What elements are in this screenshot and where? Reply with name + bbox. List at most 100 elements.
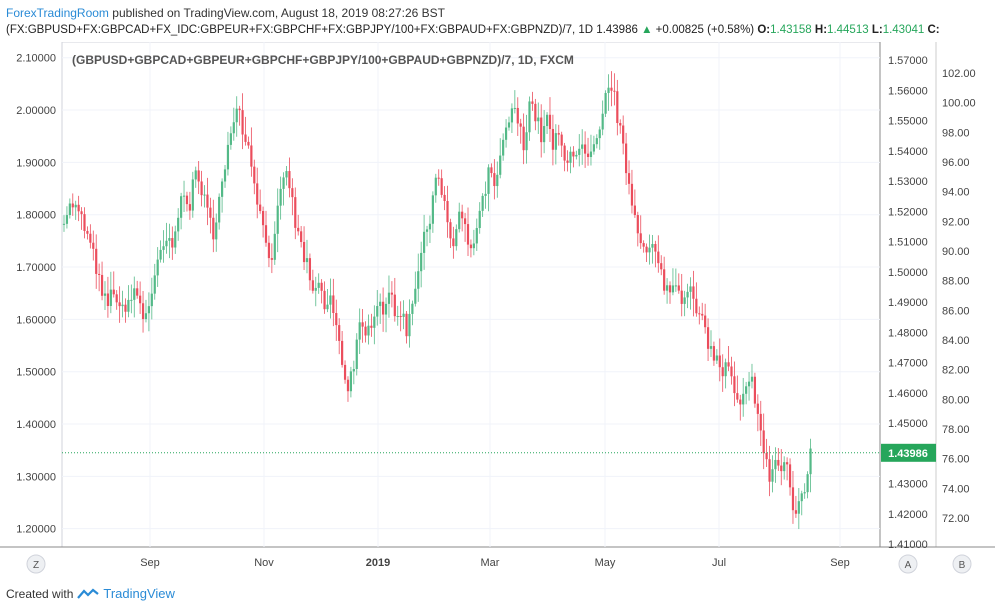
candles <box>62 71 812 530</box>
candle-body <box>736 393 739 400</box>
left-tick-label: 1.80000 <box>16 210 56 222</box>
a-button[interactable] <box>898 554 918 574</box>
candle-body <box>194 170 197 180</box>
candle-body <box>329 295 332 305</box>
price-chart[interactable]: 2.10000 2.00000 1.90000 1.80000 1.70000 1.600… <box>0 41 995 577</box>
candle-body <box>534 103 537 122</box>
candle-body <box>68 203 71 216</box>
candle-body <box>112 289 115 295</box>
candle-body <box>399 316 402 318</box>
left-tick-label: 1.40000 <box>16 419 56 431</box>
symbol-name[interactable]: (FX:GBPUSD+FX:GBPCAD+FX_IDC:GBPEUR+FX:GB… <box>6 24 594 36</box>
candle-body <box>806 474 809 493</box>
candle-body <box>642 243 645 247</box>
candle-body <box>358 322 361 340</box>
candle-body <box>352 369 355 372</box>
candle-body <box>74 204 77 208</box>
candle-body <box>115 294 118 303</box>
a-button-label[interactable]: A <box>905 560 912 571</box>
candle-body <box>449 222 452 239</box>
candle-body <box>683 297 686 304</box>
right2-tick-label: 86.00 <box>942 305 970 317</box>
right2-tick-label: 102.00 <box>942 68 976 80</box>
candle-body <box>695 298 698 314</box>
candle-body <box>291 188 294 198</box>
candle-body <box>147 306 151 314</box>
candle-body <box>566 160 569 163</box>
candle-body <box>177 217 180 232</box>
candle-body <box>86 230 89 234</box>
candle-body <box>153 275 156 294</box>
right2-tick-label: 78.00 <box>942 424 970 436</box>
candle-body <box>188 204 191 211</box>
candle-body <box>370 325 373 328</box>
candle-body <box>788 464 792 488</box>
candle-body <box>496 174 499 187</box>
candle-body <box>382 301 385 315</box>
right2-tick-label: 88.00 <box>942 276 970 288</box>
candle-body <box>95 248 98 274</box>
candle-body <box>349 371 353 392</box>
candle-body <box>434 177 437 196</box>
z-button-label[interactable]: Z <box>33 560 39 571</box>
candle-body <box>220 181 224 197</box>
candle-body <box>581 144 584 149</box>
z-button[interactable] <box>26 554 46 574</box>
candle-body <box>771 469 774 482</box>
candle-body <box>548 114 552 129</box>
candle-body <box>408 313 411 337</box>
candle-body <box>261 211 265 226</box>
candle-body <box>472 243 475 249</box>
b-button[interactable] <box>952 554 972 574</box>
candle-body <box>422 231 426 253</box>
b-button-label[interactable]: B <box>959 560 966 571</box>
candle-body <box>551 128 555 150</box>
x-tick-label: Sep <box>830 557 850 569</box>
candle-body <box>367 325 370 336</box>
right-tick-label: 1.45000 <box>888 418 928 430</box>
candle-body <box>519 123 522 127</box>
publish-info: ForexTradingRoom published on TradingVie… <box>6 6 445 20</box>
candle-body <box>616 91 619 124</box>
candle-body <box>384 303 388 315</box>
published-text: published on TradingView.com, August 18,… <box>112 6 445 20</box>
candle-body <box>346 379 350 392</box>
candle-body <box>765 453 768 460</box>
candle-body <box>229 133 232 145</box>
chart-container[interactable]: 2.10000 2.00000 1.90000 1.80000 1.70000 1.600… <box>0 41 995 577</box>
right-tick-label: 1.42000 <box>888 509 928 521</box>
symbol-info-bar: (FX:GBPUSD+FX:GBPCAD+FX_IDC:GBPEUR+FX:GB… <box>6 24 940 36</box>
candle-body <box>244 134 247 142</box>
candle-body <box>586 153 590 158</box>
candle-body <box>279 188 282 206</box>
candle-body <box>481 195 484 211</box>
candle-body <box>311 280 314 291</box>
candle-body <box>592 144 595 152</box>
candle-body <box>437 177 440 179</box>
right-tick-label: 1.47000 <box>888 358 928 370</box>
candle-body <box>168 238 171 241</box>
tradingview-brand[interactable]: TradingView <box>103 586 175 601</box>
x-tick-label: Sep <box>140 557 160 569</box>
plot-border <box>61 41 881 548</box>
candle-body <box>569 151 572 163</box>
right-tick-label: 1.52000 <box>888 206 928 218</box>
candle-body <box>106 293 110 306</box>
x-tick-label: Jul <box>712 557 726 569</box>
candle-body <box>62 223 66 225</box>
candle-body <box>493 173 496 187</box>
candle-body <box>174 231 177 248</box>
publisher-link[interactable]: ForexTradingRoom <box>6 6 109 20</box>
candle-body <box>507 122 511 128</box>
candle-body <box>756 403 759 414</box>
last-price-badge <box>881 443 936 462</box>
candle-body <box>206 194 209 208</box>
candle-body <box>133 288 136 300</box>
candle-body <box>124 304 127 312</box>
left-tick-label: 1.70000 <box>16 262 56 274</box>
candle-body <box>361 322 364 327</box>
candle-body <box>624 143 628 174</box>
candle-body <box>739 399 742 405</box>
candle-body <box>750 376 754 382</box>
candle-body <box>200 181 203 196</box>
